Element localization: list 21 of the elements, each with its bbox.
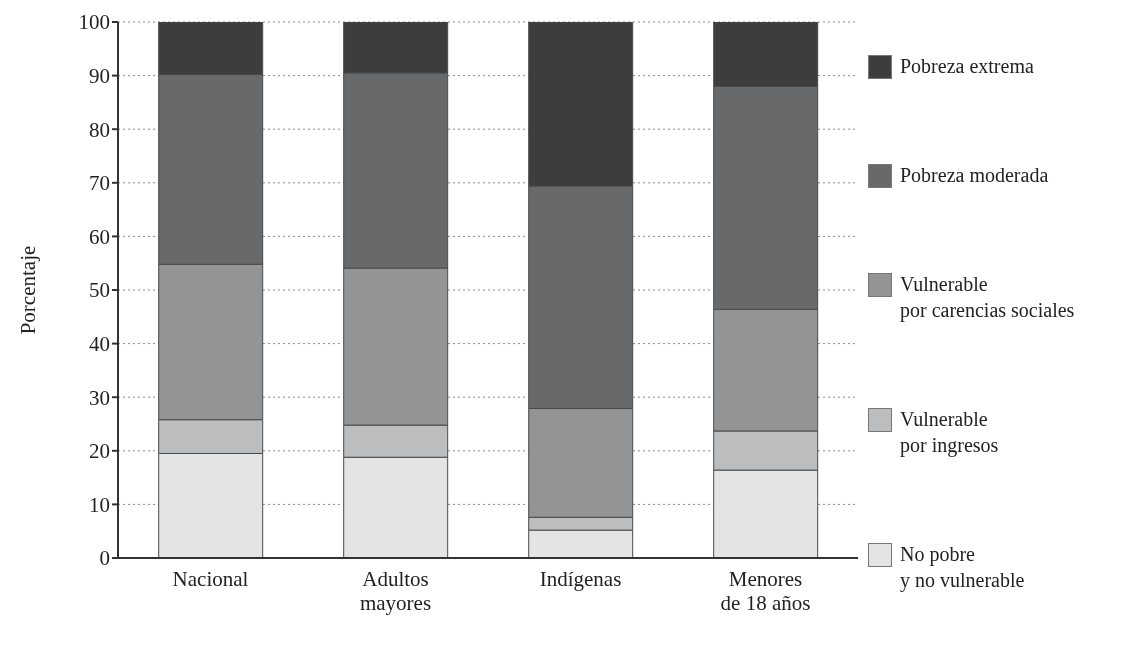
- y-tick-label: 40: [89, 332, 110, 357]
- x-tick-label: Nacional: [172, 567, 249, 591]
- x-tick-label: Indígenas: [539, 567, 622, 591]
- y-tick-label: 30: [89, 385, 110, 410]
- legend-label: Pobreza moderada: [900, 163, 1050, 188]
- legend-label: Pobreza extrema: [900, 54, 1035, 79]
- y-tick-label: 70: [89, 171, 110, 196]
- legend-label: No pobre y no vulnerable: [900, 542, 1026, 593]
- y-tick-label: 20: [89, 439, 110, 464]
- y-tick-label: 80: [89, 117, 110, 142]
- y-tick-label: 10: [89, 492, 110, 517]
- legend-label: Vulnerable por carencias sociales: [900, 272, 1076, 323]
- y-tick-label: 90: [89, 64, 110, 89]
- y-tick-label: 100: [78, 10, 110, 35]
- x-tick-label: Menores de 18 años: [720, 567, 811, 615]
- x-tick-label: Adultos mayores: [359, 567, 432, 615]
- y-tick-label: 0: [99, 546, 110, 571]
- y-tick-label: 50: [89, 278, 110, 303]
- y-axis-title: Porcentaje: [16, 245, 41, 335]
- y-tick-label: 60: [89, 224, 110, 249]
- legend-label: Vulnerable por ingresos: [900, 407, 1000, 458]
